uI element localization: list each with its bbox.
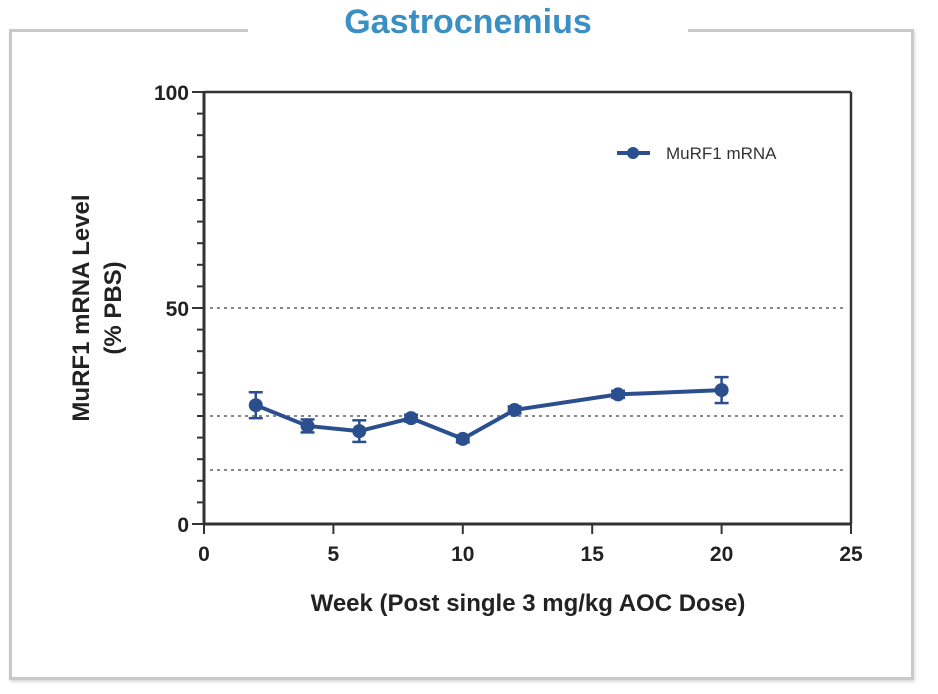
x-tick-label: 0 bbox=[198, 543, 210, 566]
data-point bbox=[404, 411, 419, 426]
data-point bbox=[455, 431, 470, 446]
y-tick-label: 50 bbox=[166, 298, 189, 321]
axes: 0 50 100 0 5 10 15 20 25 bbox=[154, 82, 863, 566]
title-gap bbox=[248, 20, 688, 40]
legend-marker bbox=[627, 147, 639, 159]
x-tick-label: 5 bbox=[328, 543, 340, 566]
chart-title: Gastrocnemius bbox=[344, 3, 592, 41]
y-axis-title-line-1: MuRF1 mRNA Level bbox=[68, 194, 95, 421]
data-point bbox=[300, 418, 315, 433]
data-point bbox=[611, 387, 626, 402]
x-tick-label: 15 bbox=[581, 543, 605, 566]
data-point bbox=[352, 424, 367, 439]
y-axis-title-line-2: (% PBS) bbox=[100, 261, 127, 354]
data-point bbox=[248, 398, 263, 413]
y-axis-title: MuRF1 mRNA Level (% PBS) bbox=[68, 194, 127, 421]
data-point bbox=[714, 383, 729, 398]
x-axis-title: Week (Post single 3 mg/kg AOC Dose) bbox=[311, 590, 746, 617]
series-line bbox=[255, 388, 722, 441]
legend: MuRF1 mRNA bbox=[617, 144, 777, 163]
x-tick-label: 25 bbox=[839, 543, 863, 566]
series-group bbox=[248, 375, 729, 446]
y-tick-label: 0 bbox=[177, 514, 189, 537]
reference-lines bbox=[210, 307, 847, 471]
x-tick-label: 10 bbox=[451, 543, 474, 566]
data-point bbox=[507, 402, 522, 417]
legend-label: MuRF1 mRNA bbox=[666, 144, 777, 163]
y-tick-label: 100 bbox=[154, 82, 189, 105]
x-tick-label: 20 bbox=[710, 543, 733, 566]
